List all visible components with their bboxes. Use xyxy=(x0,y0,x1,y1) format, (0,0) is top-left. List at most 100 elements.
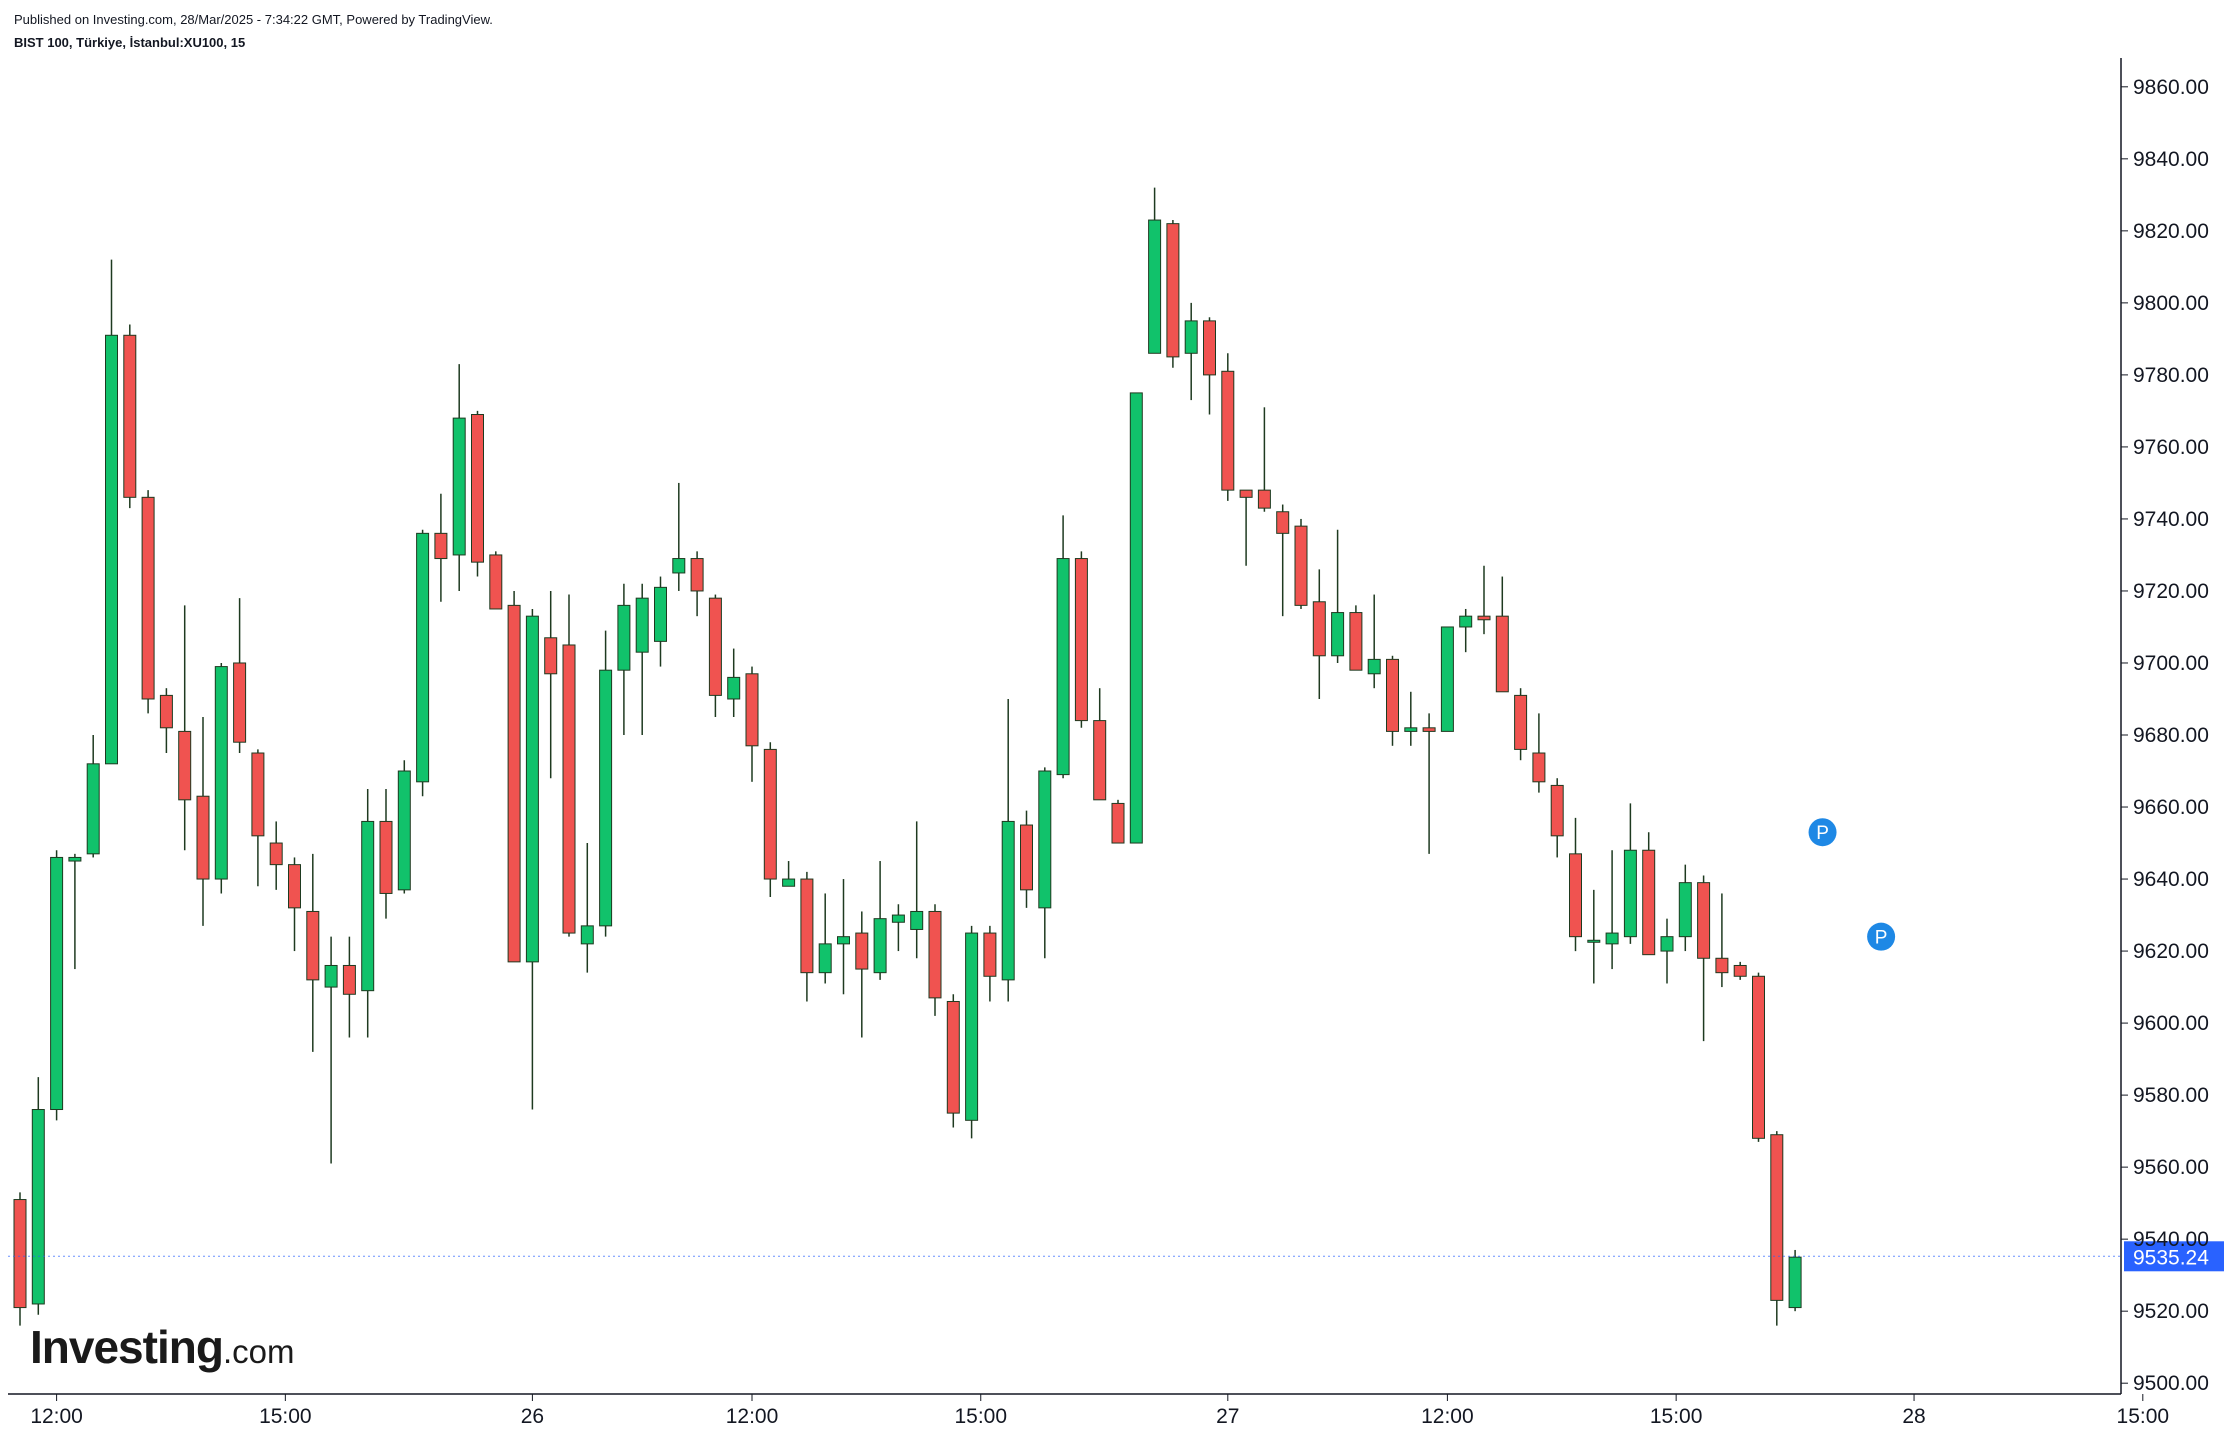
candle xyxy=(800,871,814,1002)
candle xyxy=(654,576,667,667)
candle xyxy=(690,551,704,617)
candle xyxy=(1642,832,1656,956)
candle-body xyxy=(434,532,448,560)
candle xyxy=(1550,778,1564,858)
candle-body xyxy=(983,932,997,977)
p-marker-circle xyxy=(1867,922,1896,951)
candle-body xyxy=(800,878,814,974)
candle xyxy=(910,821,924,959)
candle-body xyxy=(1203,320,1216,376)
candle xyxy=(50,850,64,1121)
candle xyxy=(708,594,722,717)
candle xyxy=(1166,220,1180,368)
candle xyxy=(1422,713,1436,854)
y-tick-label: 9600.00 xyxy=(2133,1012,2209,1035)
candle xyxy=(1221,353,1235,501)
x-tick-label: 27 xyxy=(1216,1405,1239,1428)
candle-body xyxy=(1276,511,1290,534)
candle xyxy=(1129,392,1143,844)
candle-body xyxy=(525,615,539,963)
candle-body xyxy=(580,925,594,945)
candle xyxy=(1569,817,1582,952)
candle-body xyxy=(1569,853,1582,938)
candle xyxy=(855,911,869,1038)
candle-body xyxy=(1514,694,1528,750)
candle-body xyxy=(123,334,137,498)
candle xyxy=(452,364,466,591)
chart-header: Published on Investing.com, 28/Mar/2025 … xyxy=(14,8,493,54)
candle-body xyxy=(818,943,832,974)
candle-body xyxy=(1257,489,1271,509)
candle xyxy=(123,324,137,509)
candle xyxy=(196,716,210,926)
x-tick-label: 15:00 xyxy=(259,1405,312,1428)
candle-body xyxy=(105,334,118,765)
candle xyxy=(306,853,320,1052)
candle-body xyxy=(1550,784,1564,837)
candle-body xyxy=(214,666,228,880)
candle-body xyxy=(1495,615,1509,693)
candle-body xyxy=(233,662,247,743)
candle-body xyxy=(1459,615,1473,628)
candle xyxy=(891,904,905,952)
candle xyxy=(1184,302,1198,401)
x-tick-label: 12:00 xyxy=(30,1405,83,1428)
last-price-badge xyxy=(2124,1241,2224,1272)
candle xyxy=(837,879,850,995)
y-axis[interactable]: 9500.00 9520.00 9540.00 9560.00 9580.00 9600.… xyxy=(2120,58,2209,1395)
candle-body xyxy=(782,878,796,887)
candle-body xyxy=(507,604,521,963)
candle-body xyxy=(196,795,210,880)
candle-body xyxy=(471,414,484,563)
candle xyxy=(1605,850,1619,970)
candle-body xyxy=(891,914,905,923)
candle xyxy=(342,936,356,1038)
candle xyxy=(1715,893,1729,988)
candle-body xyxy=(1697,882,1711,959)
candle xyxy=(1697,875,1711,1042)
candle-body xyxy=(946,1000,960,1114)
candle-body xyxy=(617,604,631,671)
candle-body xyxy=(416,532,430,783)
y-tick-label: 9760.00 xyxy=(2133,436,2209,459)
candle-body xyxy=(745,673,759,747)
candle-body xyxy=(1715,957,1729,974)
candle-body xyxy=(1770,1134,1784,1301)
x-axis[interactable]: 12:00 15:00 26 12:00 15:00 27 12:00 15:00 28 15:0… xyxy=(8,1393,2169,1428)
y-tick-label: 9860.00 xyxy=(2133,76,2209,99)
candle xyxy=(361,789,375,1038)
candle xyxy=(1020,810,1033,908)
candle xyxy=(544,590,558,779)
candle xyxy=(269,821,283,890)
y-tick-label: 9740.00 xyxy=(2133,508,2209,531)
last-price-label: 9535.24 xyxy=(2133,1246,2209,1269)
y-tick-label: 9640.00 xyxy=(2133,868,2209,891)
candle-body xyxy=(1221,370,1235,491)
candle xyxy=(782,861,796,887)
candle-body xyxy=(1404,727,1418,732)
candle xyxy=(1459,608,1473,653)
candle xyxy=(1148,187,1162,354)
candle xyxy=(397,760,411,894)
candle xyxy=(159,688,173,754)
candle xyxy=(1477,565,1491,635)
candles-layer xyxy=(13,187,1802,1326)
candle xyxy=(68,853,82,970)
candle xyxy=(1623,803,1637,944)
candle-body xyxy=(141,496,155,700)
candle-body xyxy=(31,1109,45,1305)
candle xyxy=(1093,688,1107,801)
candle-body xyxy=(1294,525,1308,606)
candle-body xyxy=(306,910,320,981)
y-tick-label: 9720.00 xyxy=(2133,580,2209,603)
y-tick-label: 9700.00 xyxy=(2133,652,2209,675)
markers-layer: PP xyxy=(1808,818,1896,951)
candle-body xyxy=(86,763,100,855)
candle xyxy=(745,666,759,782)
candle-body xyxy=(690,558,704,592)
x-tick-label: 28 xyxy=(1902,1405,1925,1428)
candle xyxy=(1056,515,1070,779)
candle-body xyxy=(13,1199,27,1309)
candle-body xyxy=(1038,770,1052,909)
